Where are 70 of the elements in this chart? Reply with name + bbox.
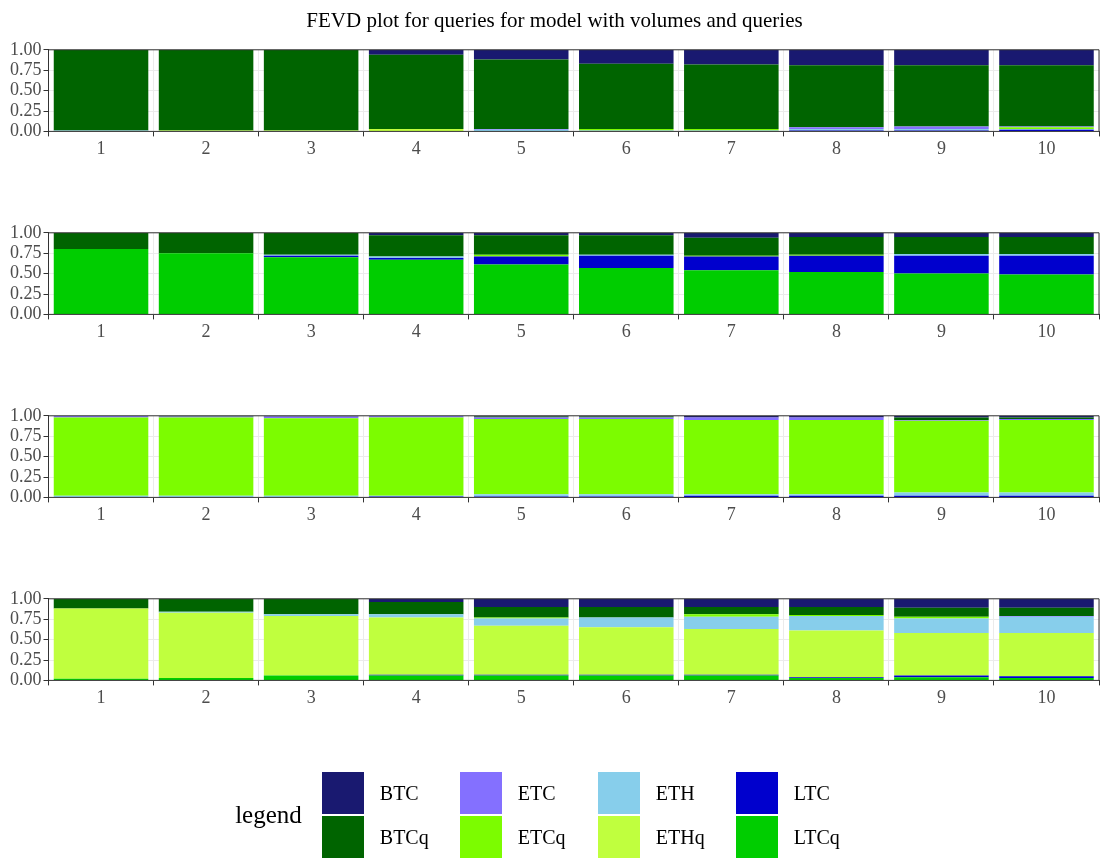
x-tick-label: 9 xyxy=(936,686,946,707)
x-tick-label: 9 xyxy=(936,137,946,158)
x-tick-label: 8 xyxy=(831,320,841,341)
x-tick-label: 4 xyxy=(411,320,421,341)
legend-label: ETH xyxy=(655,781,695,805)
x-tick-label: 4 xyxy=(411,686,421,707)
y-tick-label: 0.25 xyxy=(10,465,42,486)
y-tick-label: 0.00 xyxy=(10,120,42,141)
y-tick-label: 0.25 xyxy=(10,99,42,120)
y-tick-label: 0.75 xyxy=(10,241,42,262)
x-tick-label: 8 xyxy=(831,137,841,158)
x-tick-label: 4 xyxy=(411,137,421,158)
y-tick-label: 0.50 xyxy=(10,445,42,466)
x-tick-label: 1 xyxy=(96,503,106,524)
x-tick-label: 6 xyxy=(621,320,631,341)
x-tick-label: 8 xyxy=(831,503,841,524)
legend-label: ETC xyxy=(517,781,556,805)
y-tick-label: 0.50 xyxy=(10,79,42,100)
legend-label: BTC xyxy=(379,781,419,805)
y-tick-label: 0.50 xyxy=(10,262,42,283)
x-tick-label: 6 xyxy=(621,137,631,158)
y-tick-label: 1.00 xyxy=(10,38,42,59)
y-tick-label: 1.00 xyxy=(10,404,42,425)
x-tick-label: 3 xyxy=(306,320,316,341)
y-tick-label: 0.75 xyxy=(10,607,42,628)
x-tick-label: 3 xyxy=(306,686,316,707)
x-tick-label: 7 xyxy=(726,686,736,707)
x-tick-label: 1 xyxy=(96,686,106,707)
x-tick-label: 7 xyxy=(726,320,736,341)
x-tick-label: 2 xyxy=(201,686,211,707)
y-tick-label: 0.25 xyxy=(10,648,42,669)
y-tick-label: 1.00 xyxy=(10,221,42,242)
chart-title: FEVD plot for queries for model with volumes and queries xyxy=(305,8,804,33)
y-tick-label: 0.00 xyxy=(10,303,42,324)
x-tick-label: 4 xyxy=(411,503,421,524)
x-tick-label: 10 xyxy=(1037,503,1056,524)
legend-title: legend xyxy=(235,801,302,829)
legend-label: ETHq xyxy=(655,825,705,849)
x-tick-label: 5 xyxy=(516,137,526,158)
y-tick-label: 0.75 xyxy=(10,424,42,445)
x-tick-label: 9 xyxy=(936,320,946,341)
legend-label: LTCq xyxy=(793,825,840,849)
y-tick-label: 0.25 xyxy=(10,282,42,303)
x-tick-label: 8 xyxy=(831,686,841,707)
x-tick-label: 5 xyxy=(516,320,526,341)
x-tick-label: 6 xyxy=(621,503,631,524)
x-tick-label: 2 xyxy=(201,503,211,524)
y-tick-label: 0.75 xyxy=(10,58,42,79)
x-tick-label: 5 xyxy=(516,686,526,707)
x-tick-label: 1 xyxy=(96,320,106,341)
x-tick-label: 2 xyxy=(201,320,211,341)
x-tick-label: 10 xyxy=(1037,137,1056,158)
x-tick-label: 10 xyxy=(1037,686,1056,707)
x-tick-label: 1 xyxy=(96,137,106,158)
x-tick-label: 7 xyxy=(726,137,736,158)
x-tick-label: 10 xyxy=(1037,320,1056,341)
y-tick-label: 0.00 xyxy=(10,486,42,507)
legend-label: LTC xyxy=(793,781,830,805)
x-tick-label: 2 xyxy=(201,137,211,158)
x-tick-label: 3 xyxy=(306,503,316,524)
y-tick-label: 0.00 xyxy=(10,669,42,690)
x-tick-label: 5 xyxy=(516,503,526,524)
y-tick-label: 1.00 xyxy=(10,587,42,608)
y-tick-label: 0.50 xyxy=(10,628,42,649)
x-tick-label: 6 xyxy=(621,686,631,707)
legend-label: BTCq xyxy=(379,825,429,849)
legend-label: ETCq xyxy=(517,825,566,849)
x-tick-label: 9 xyxy=(936,503,946,524)
x-tick-label: 7 xyxy=(726,503,736,524)
x-tick-label: 3 xyxy=(306,137,316,158)
